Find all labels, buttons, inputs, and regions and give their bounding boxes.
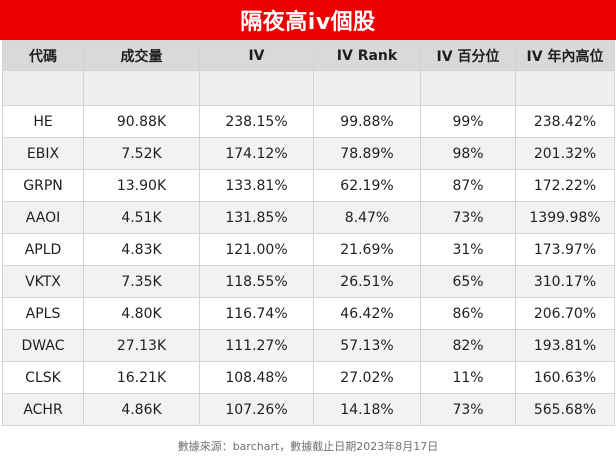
cell-volume: 27.13K [83, 329, 200, 362]
cell-iv-year-high: 565.68% [515, 393, 615, 426]
cell-code: AAOI [2, 201, 84, 234]
cell-iv-percentile: 73% [420, 393, 516, 426]
cell-code: HE [2, 105, 84, 138]
cell-code: CLSK [2, 361, 84, 394]
cell-iv: 118.55% [199, 265, 314, 298]
table-header-row: 代碼 成交量 IV IV Rank IV 百分位 IV 年內高位 [2, 40, 615, 71]
cell-volume: 16.21K [83, 361, 200, 394]
cell-iv-percentile: 73% [420, 201, 516, 234]
cell-iv-percentile: 87% [420, 169, 516, 202]
cell-iv-year-high: 1399.98% [515, 201, 615, 234]
cell-iv-rank: 78.89% [313, 137, 421, 170]
cell-iv: 174.12% [199, 137, 314, 170]
header-volume: 成交量 [83, 40, 200, 71]
cell-iv: 108.48% [199, 361, 314, 394]
cell-code: VKTX [2, 265, 84, 298]
cell-iv-percentile: 82% [420, 329, 516, 362]
cell-code: DWAC [2, 329, 84, 362]
table-row: HE 90.88K 238.15% 99.88% 99% 238.42% [2, 105, 615, 138]
cell-iv-rank: 8.47% [313, 201, 421, 234]
cell-iv-rank: 99.88% [313, 105, 421, 138]
cell-iv: 133.81% [199, 169, 314, 202]
page-title: 隔夜高iv個股 [0, 0, 616, 40]
header-iv-rank: IV Rank [313, 40, 421, 71]
table-row: EBIX 7.52K 174.12% 78.89% 98% 201.32% [2, 137, 615, 170]
cell-iv-rank: 27.02% [313, 361, 421, 394]
cell-iv: 238.15% [199, 105, 314, 138]
cell-iv-rank: 46.42% [313, 297, 421, 330]
cell-iv-percentile: 31% [420, 233, 516, 266]
cell-iv-percentile: 99% [420, 105, 516, 138]
cell-iv-year-high: 172.22% [515, 169, 615, 202]
cell-code: ACHR [2, 393, 84, 426]
cell-code: APLD [2, 233, 84, 266]
cell-iv-year-high: 173.97% [515, 233, 615, 266]
table-row: AAOI 4.51K 131.85% 8.47% 73% 1399.98% [2, 201, 615, 234]
cell-iv: 116.74% [199, 297, 314, 330]
cell-volume: 4.51K [83, 201, 200, 234]
cell-code: EBIX [2, 137, 84, 170]
cell-volume: 4.86K [83, 393, 200, 426]
cell-volume: 7.35K [83, 265, 200, 298]
cell-iv-rank: 14.18% [313, 393, 421, 426]
table-row: APLD 4.83K 121.00% 21.69% 31% 173.97% [2, 233, 615, 266]
cell-iv-year-high: 193.81% [515, 329, 615, 362]
cell-iv-rank: 57.13% [313, 329, 421, 362]
cell-volume: 4.83K [83, 233, 200, 266]
table-row: CLSK 16.21K 108.48% 27.02% 11% 160.63% [2, 361, 615, 394]
cell-iv: 111.27% [199, 329, 314, 362]
cell-iv: 121.00% [199, 233, 314, 266]
iv-table: 代碼 成交量 IV IV Rank IV 百分位 IV 年內高位 HE 90.88… [2, 40, 615, 426]
cell-volume: 90.88K [83, 105, 200, 138]
table-row: GRPN 13.90K 133.81% 62.19% 87% 172.22% [2, 169, 615, 202]
cell-iv: 131.85% [199, 201, 314, 234]
cell-code: APLS [2, 297, 84, 330]
cell-iv-year-high: 238.42% [515, 105, 615, 138]
cell-iv-percentile: 86% [420, 297, 516, 330]
header-code: 代碼 [2, 40, 84, 71]
cell-volume: 7.52K [83, 137, 200, 170]
header-iv-percentile: IV 百分位 [420, 40, 516, 71]
cell-iv-percentile: 11% [420, 361, 516, 394]
cell-iv-percentile: 65% [420, 265, 516, 298]
header-iv: IV [199, 40, 314, 71]
cell-iv-percentile: 98% [420, 137, 516, 170]
cell-iv-rank: 62.19% [313, 169, 421, 202]
cell-iv-year-high: 201.32% [515, 137, 615, 170]
table-spacer-row [2, 70, 615, 106]
cell-volume: 4.80K [83, 297, 200, 330]
table-row: VKTX 7.35K 118.55% 26.51% 65% 310.17% [2, 265, 615, 298]
cell-iv-rank: 21.69% [313, 233, 421, 266]
source-footnote: 數據來源：barchart，數據截止日期2023年8月17日 [177, 440, 439, 453]
cell-iv: 107.26% [199, 393, 314, 426]
table-row: DWAC 27.13K 111.27% 57.13% 82% 193.81% [2, 329, 615, 362]
cell-iv-year-high: 206.70% [515, 297, 615, 330]
cell-iv-year-high: 310.17% [515, 265, 615, 298]
cell-iv-year-high: 160.63% [515, 361, 615, 394]
cell-code: GRPN [2, 169, 84, 202]
cell-volume: 13.90K [83, 169, 200, 202]
table-row: APLS 4.80K 116.74% 46.42% 86% 206.70% [2, 297, 615, 330]
cell-iv-rank: 26.51% [313, 265, 421, 298]
header-iv-year-high: IV 年內高位 [515, 40, 615, 71]
table-row: ACHR 4.86K 107.26% 14.18% 73% 565.68% [2, 393, 615, 426]
